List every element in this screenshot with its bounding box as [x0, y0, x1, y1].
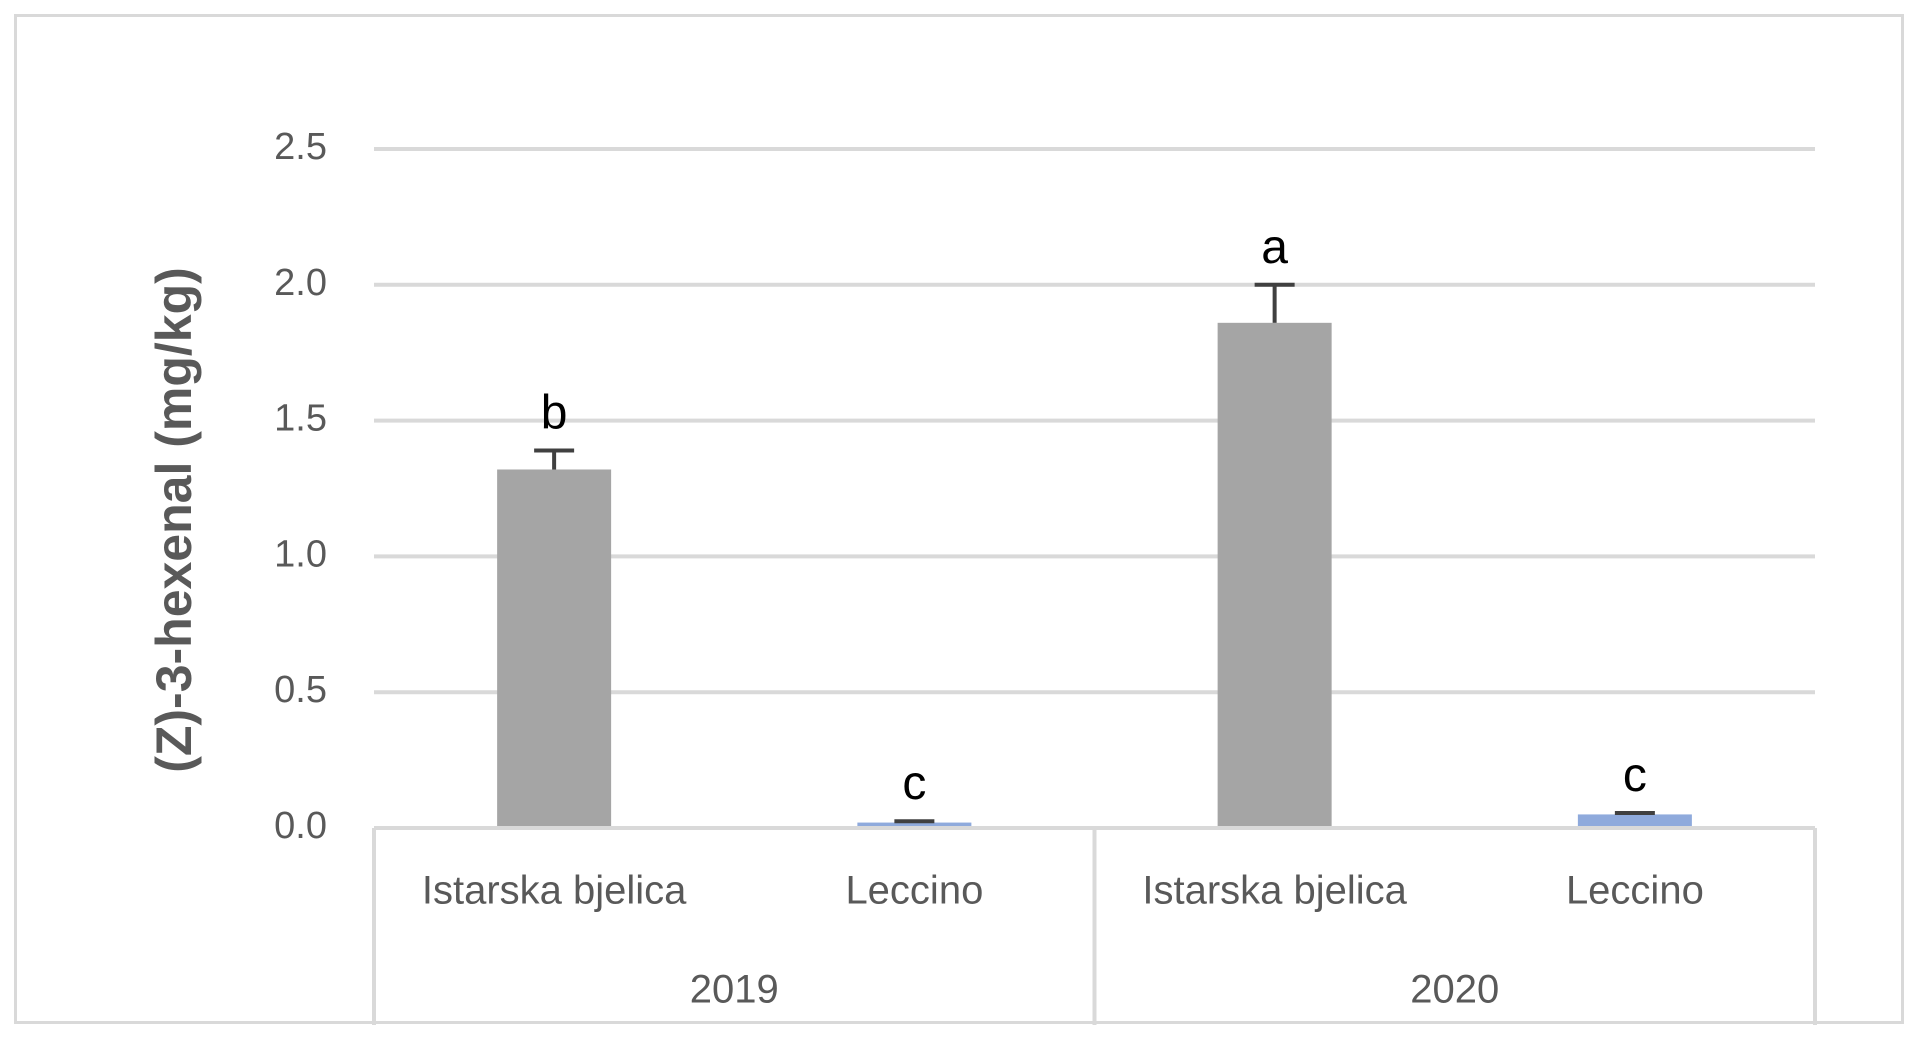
significance-letter: c — [902, 757, 926, 810]
x-axis: Istarska bjelica Leccino 2019 Istarska bjel… — [372, 826, 1817, 1025]
bars — [497, 322, 1692, 828]
y-tick-label: 2.5 — [274, 126, 327, 168]
y-tick-label: 2.0 — [274, 262, 327, 304]
significance-letter: c — [1623, 749, 1647, 802]
error-bars — [534, 282, 1655, 824]
bar — [1217, 322, 1332, 828]
significance-letter: b — [541, 386, 568, 439]
y-tick-label: 0.5 — [274, 669, 327, 711]
x-category-label: Istarska bjelica — [1142, 869, 1407, 913]
bar — [857, 822, 972, 828]
y-axis-ticks: 0.0 0.5 1.0 1.5 2.0 2.5 — [274, 126, 327, 847]
significance-letter: a — [1261, 221, 1288, 274]
y-tick-label: 0.0 — [274, 805, 327, 847]
x-group-label: 2019 — [690, 968, 779, 1012]
chart-frame — [14, 14, 1904, 1024]
bar — [497, 469, 612, 828]
gridlines — [374, 147, 1815, 695]
y-tick-label: 1.5 — [274, 398, 327, 440]
y-tick-label: 1.0 — [274, 533, 327, 575]
x-category-label: Istarska bjelica — [422, 869, 687, 913]
significance-letters: b c a c — [541, 221, 1647, 810]
x-category-label: Leccino — [845, 869, 983, 913]
x-category-label: Leccino — [1566, 869, 1704, 913]
y-axis-label: (Z)-3-hexenal (mg/kg) — [146, 267, 202, 773]
x-group-label: 2020 — [1410, 968, 1499, 1012]
bar — [1577, 814, 1692, 828]
